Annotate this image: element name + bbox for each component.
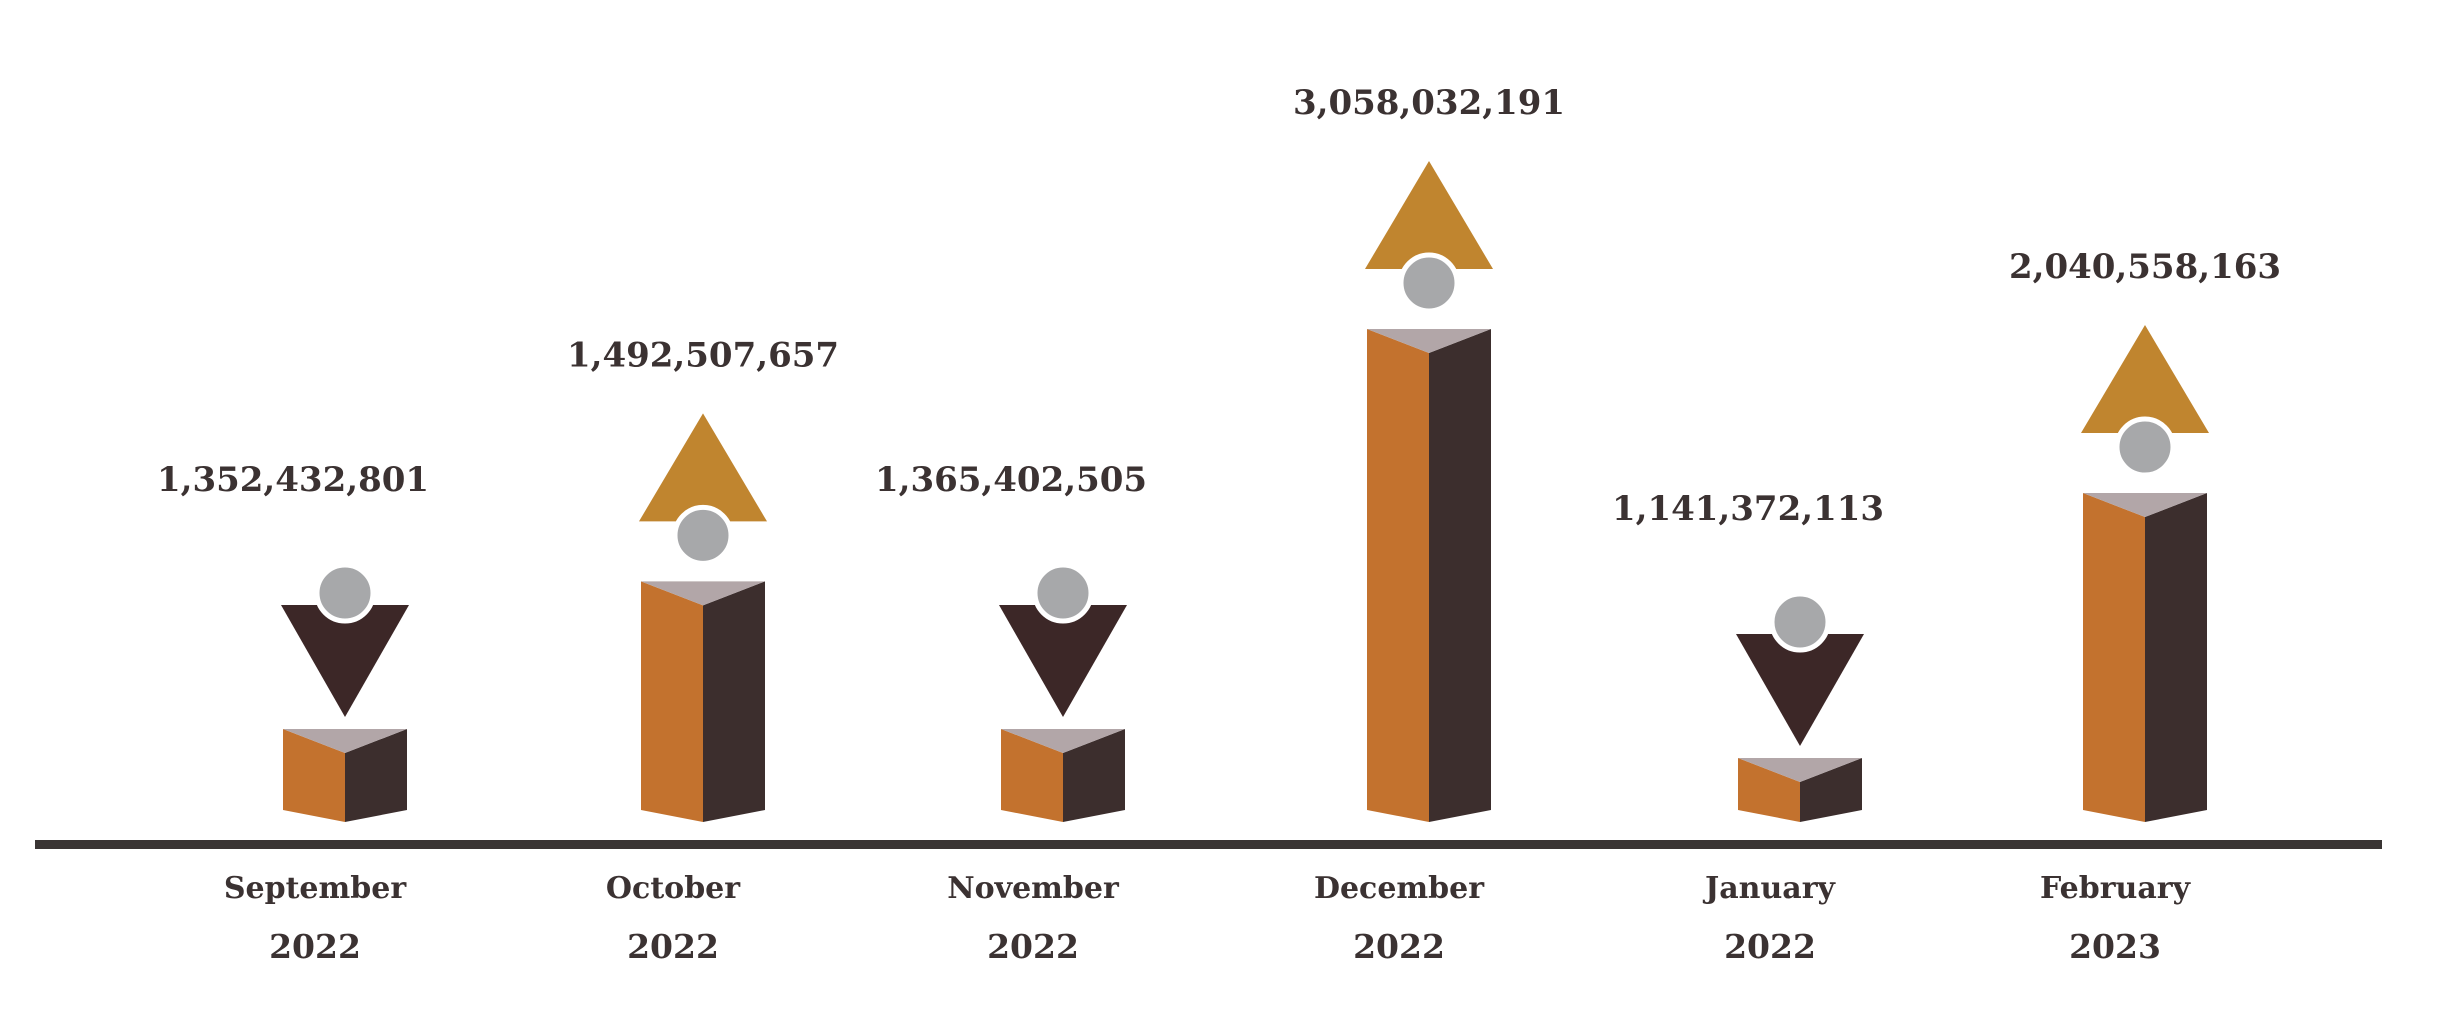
tick-label-month: January <box>1702 871 1837 906</box>
bar-november: 1,365,402,505 November 2022 <box>875 460 1147 966</box>
data-label: 2,040,558,163 <box>2009 247 2281 287</box>
tick-label-year: 2022 <box>627 927 719 966</box>
down-arrow-icon <box>999 605 1127 717</box>
up-arrow-icon <box>639 413 767 522</box>
bar-front-face <box>641 581 703 822</box>
bar-february: 2,040,558,163 February 2023 <box>2009 247 2281 966</box>
bar-side-face <box>1063 729 1125 822</box>
circle-marker-icon <box>2114 416 2176 478</box>
tick-label-month: October <box>606 871 741 906</box>
bar-side-face <box>1800 758 1862 822</box>
bar-october: 1,492,507,657 October 2022 <box>567 335 839 966</box>
up-arrow-icon <box>2081 325 2209 434</box>
baseline <box>35 840 2382 849</box>
circle-marker-icon <box>1769 591 1831 653</box>
data-label: 1,492,507,657 <box>567 335 839 375</box>
circle-marker-icon <box>672 504 734 566</box>
bar-january: 1,141,372,113 January 2022 <box>1612 489 1884 966</box>
bar-side-face <box>2145 493 2207 822</box>
circle-marker-icon <box>1398 252 1460 314</box>
tick-label-month: February <box>2040 871 2192 906</box>
bar-side-face <box>345 729 407 822</box>
bar-front-face <box>1738 758 1800 822</box>
bar-top-face <box>641 581 765 606</box>
bar-top-face <box>1738 758 1862 782</box>
down-arrow-icon <box>281 605 409 717</box>
data-label: 1,365,402,505 <box>875 460 1147 500</box>
bar-front-face <box>1367 329 1429 822</box>
tick-label-year: 2022 <box>269 927 361 966</box>
tick-label-year: 2022 <box>1353 927 1445 966</box>
chart-marks: 1,352,432,801 September 2022 1,492,507,657 O… <box>157 83 2281 966</box>
bar-front-face <box>283 729 345 822</box>
bar-top-face <box>1367 329 1491 353</box>
bar-front-face <box>1001 729 1063 822</box>
up-arrow-icon <box>1365 161 1493 269</box>
data-label: 1,141,372,113 <box>1612 489 1884 529</box>
data-label: 3,058,032,191 <box>1293 83 1565 123</box>
circle-marker-icon <box>314 562 376 624</box>
tick-label-year: 2022 <box>987 927 1079 966</box>
circle-marker-icon <box>1032 562 1094 624</box>
bar-september: 1,352,432,801 September 2022 <box>157 460 429 966</box>
bar-side-face <box>1429 329 1491 822</box>
tick-label-year: 2022 <box>1724 927 1816 966</box>
bar-side-face <box>703 581 765 822</box>
tick-label-month: November <box>947 871 1120 906</box>
down-arrow-icon <box>1736 634 1864 746</box>
bar-front-face <box>2083 493 2145 822</box>
tick-label-month: September <box>224 871 407 906</box>
bar-top-face <box>1001 729 1125 753</box>
tick-label-year: 2023 <box>2069 927 2161 966</box>
bar-top-face <box>283 729 407 753</box>
bar-december: 3,058,032,191 December 2022 <box>1293 83 1565 966</box>
tick-label-month: December <box>1314 871 1485 906</box>
bar-top-face <box>2083 493 2207 518</box>
data-label: 1,352,432,801 <box>157 460 429 500</box>
